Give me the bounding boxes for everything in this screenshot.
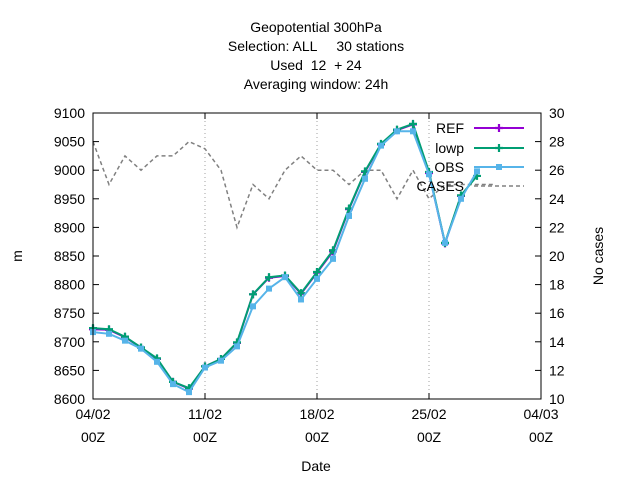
series-obs [90, 128, 480, 396]
x-tick-label-hour: 00Z [529, 429, 554, 445]
data-point-obs [394, 128, 400, 135]
data-point-obs [122, 337, 128, 344]
y2-tick-label: 28 [549, 134, 565, 150]
data-point-obs [314, 275, 320, 282]
legend: REF lowp OBS CASES [417, 120, 524, 194]
y-tick-label: 8800 [54, 277, 85, 293]
title-line-1: Geopotential 300hPa [250, 19, 382, 35]
title-line-4: Averaging window: 24h [244, 76, 389, 92]
y2-axis-label: No cases [590, 227, 606, 285]
y-tick-label: 8600 [54, 391, 85, 407]
y2-tick-label: 22 [549, 219, 565, 235]
data-point-obs [250, 303, 256, 310]
x-tick-label-hour: 00Z [305, 429, 330, 445]
data-point-lowp [265, 273, 273, 282]
chart-title: Geopotential 300hPa Selection: ALL 30 st… [228, 19, 404, 92]
data-point-lowp [249, 290, 257, 299]
y2-tick-label: 26 [549, 162, 565, 178]
title-line-2: Selection: ALL 30 stations [228, 38, 404, 54]
series-cases [92, 140, 493, 230]
data-point-lowp [409, 119, 417, 128]
data-point-obs [234, 343, 240, 350]
data-point-obs [186, 389, 192, 396]
legend-label-lowp: lowp [435, 140, 464, 156]
y2-tick-label: 20 [549, 248, 565, 264]
y2-tick-label: 16 [549, 305, 565, 321]
data-point-obs [138, 345, 144, 352]
data-point-obs [106, 330, 112, 337]
x-tick-label-date: 11/02 [188, 406, 222, 422]
data-point-obs [346, 212, 352, 219]
series-line-cases [92, 140, 493, 230]
data-point-lowp [297, 289, 305, 298]
y2-tick-label: 12 [549, 362, 565, 378]
legend-label-cases: CASES [417, 178, 464, 194]
data-point-obs [426, 171, 432, 178]
data-point-lowp [313, 268, 321, 277]
y-tick-label: 8950 [54, 191, 85, 207]
y-tick-label: 8650 [54, 362, 85, 378]
y-tick-label: 8850 [54, 248, 85, 264]
data-point-obs [282, 274, 288, 281]
legend-marker-obs [496, 164, 502, 170]
data-point-obs [202, 364, 208, 371]
data-point-obs [474, 168, 480, 175]
x-tick-label-hour: 00Z [193, 429, 218, 445]
data-point-obs [410, 128, 416, 135]
data-point-obs [378, 142, 384, 149]
y2-tick-label: 14 [549, 334, 565, 350]
data-point-obs [458, 195, 464, 202]
axis-ticks: 04/02 00Z 11/02 00Z 18/02 00Z 25/02 00Z 04/03 00Z… [54, 105, 565, 445]
series-line-lowp [92, 122, 478, 390]
data-point-obs [298, 296, 304, 303]
legend-label-ref: REF [436, 120, 464, 136]
data-point-obs [218, 357, 224, 364]
y-tick-label: 8700 [54, 334, 85, 350]
data-point-obs [362, 175, 368, 182]
x-tick-label-hour: 00Z [81, 429, 106, 445]
y2-tick-label: 30 [549, 105, 565, 121]
x-tick-label-date: 25/02 [411, 406, 446, 422]
data-point-obs [170, 381, 176, 388]
y-tick-label: 9050 [54, 134, 85, 150]
grid-lines [204, 113, 430, 399]
legend-label-obs: OBS [434, 159, 464, 175]
x-tick-label-date: 04/02 [75, 406, 110, 422]
legend-marker-lowp [495, 144, 503, 152]
y2-tick-label: 18 [549, 277, 565, 293]
y-tick-label: 9100 [54, 105, 85, 121]
y2-tick-label: 24 [549, 191, 565, 207]
plot-frame [92, 112, 542, 400]
x-tick-label-date: 18/02 [299, 406, 334, 422]
data-point-obs [442, 239, 448, 246]
y-tick-label: 8750 [54, 305, 85, 321]
y-tick-label: 9000 [54, 162, 85, 178]
data-point-obs [154, 358, 160, 365]
y2-tick-label: 10 [549, 391, 565, 407]
data-point-obs [266, 285, 272, 292]
data-point-obs [330, 255, 336, 262]
y-axis-label: m [9, 250, 25, 262]
series-line-ref [92, 123, 462, 390]
title-line-3: Used 12 + 24 [270, 57, 362, 73]
y-tick-label: 8900 [54, 219, 85, 235]
x-axis-label: Date [301, 458, 331, 474]
series-layer [89, 119, 493, 396]
x-tick-label-date: 04/03 [523, 406, 558, 422]
series-lowp [89, 119, 481, 393]
legend-marker-ref [495, 124, 503, 132]
x-tick-label-hour: 00Z [417, 429, 442, 445]
